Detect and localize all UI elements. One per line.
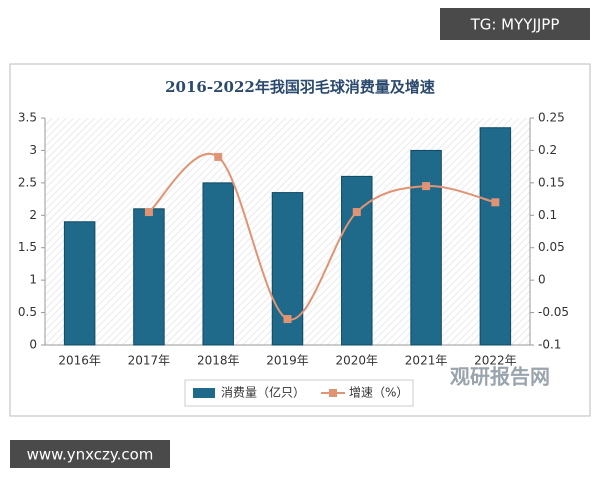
y-tick-label: 1	[29, 273, 37, 287]
y2-tick-label: 0.1	[538, 208, 557, 222]
x-tick-label: 2020年	[336, 354, 379, 368]
watermark: www.ynxczy.com	[27, 446, 154, 464]
y2-tick-label: 0.05	[538, 240, 565, 254]
bar	[271, 192, 304, 346]
marker	[144, 208, 153, 217]
bar	[479, 127, 512, 346]
legend-swatch	[193, 388, 215, 398]
y-tick-label: 3	[29, 143, 37, 157]
y2-tick-label: 0.15	[538, 175, 565, 189]
y2-tick-label: -0.05	[538, 305, 569, 319]
x-tick-label: 2016年	[58, 354, 101, 368]
y-tick-label: 0	[29, 338, 37, 352]
watermark: 观研报告网	[450, 365, 550, 389]
marker	[422, 182, 431, 191]
watermark: TG: MYYJJPP	[470, 16, 560, 34]
legend-label: 消费量（亿只）	[221, 385, 305, 400]
y2-tick-label: 0.2	[538, 143, 557, 157]
bar	[133, 208, 165, 346]
bar	[63, 221, 96, 346]
marker	[283, 315, 292, 324]
x-tick-label: 2017年	[128, 354, 171, 368]
y2-tick-label: -0.1	[538, 338, 561, 352]
x-tick-label: 2021年	[405, 354, 448, 368]
bar	[202, 182, 234, 346]
bar	[410, 149, 442, 346]
x-tick-label: 2022年	[474, 354, 517, 368]
y2-tick-label: 0.25	[538, 111, 565, 125]
y-tick-label: 2	[29, 208, 37, 222]
legend-box	[184, 379, 414, 407]
bar	[341, 175, 373, 346]
y-tick-label: 3.5	[18, 111, 37, 125]
marker	[491, 198, 500, 207]
watermark-box	[440, 8, 590, 40]
chart-title: 2016-2022年我国羽毛球消费量及增速	[165, 78, 435, 96]
marker	[214, 152, 223, 161]
y2-tick-label: 0	[538, 273, 546, 287]
x-tick-label: 2019年	[266, 354, 309, 368]
legend-label: 增速（%）	[349, 386, 408, 400]
watermark-box	[10, 440, 170, 468]
y-tick-label: 1.5	[18, 240, 37, 254]
y-tick-label: 2.5	[18, 175, 37, 189]
y-tick-label: 0.5	[18, 305, 37, 319]
marker	[352, 208, 361, 217]
x-tick-label: 2018年	[197, 354, 240, 368]
legend-swatch	[329, 389, 338, 397]
